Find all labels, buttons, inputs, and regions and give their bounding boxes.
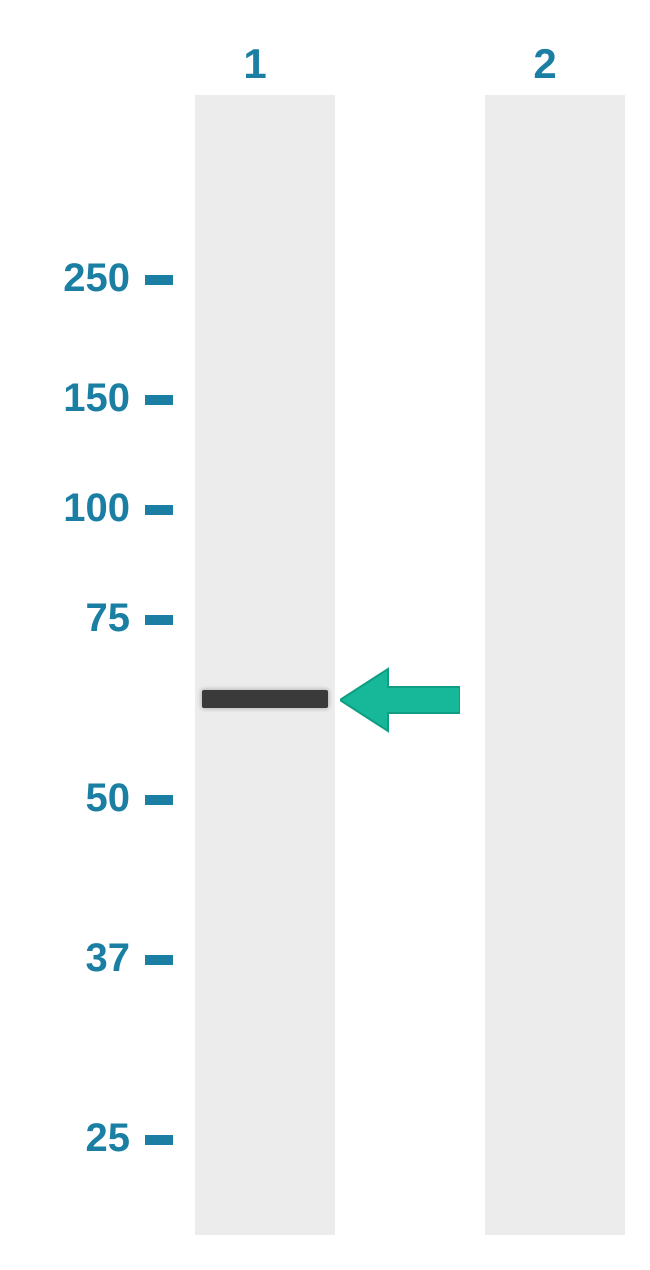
mw-label-50: 50 [0,776,130,821]
mw-label-37: 37 [0,936,130,981]
arrow-polygon [340,669,460,731]
mw-tick-25 [145,1135,173,1145]
mw-tick-75 [145,615,173,625]
mw-label-25: 25 [0,1116,130,1161]
band-lane1-0 [202,690,328,708]
mw-tick-100 [145,505,173,515]
lane-1 [195,95,335,1235]
lane-2 [485,95,625,1235]
mw-label-250: 250 [0,256,130,301]
mw-tick-250 [145,275,173,285]
blot-figure: 1 2 250 150 100 75 50 37 25 [0,0,650,1270]
mw-label-75: 75 [0,596,130,641]
mw-label-150: 150 [0,376,130,421]
mw-label-100: 100 [0,486,130,531]
mw-tick-37 [145,955,173,965]
mw-tick-150 [145,395,173,405]
mw-tick-50 [145,795,173,805]
lane-header-1: 1 [235,40,275,88]
lane-header-2: 2 [525,40,565,88]
band-arrow-icon [340,665,460,735]
